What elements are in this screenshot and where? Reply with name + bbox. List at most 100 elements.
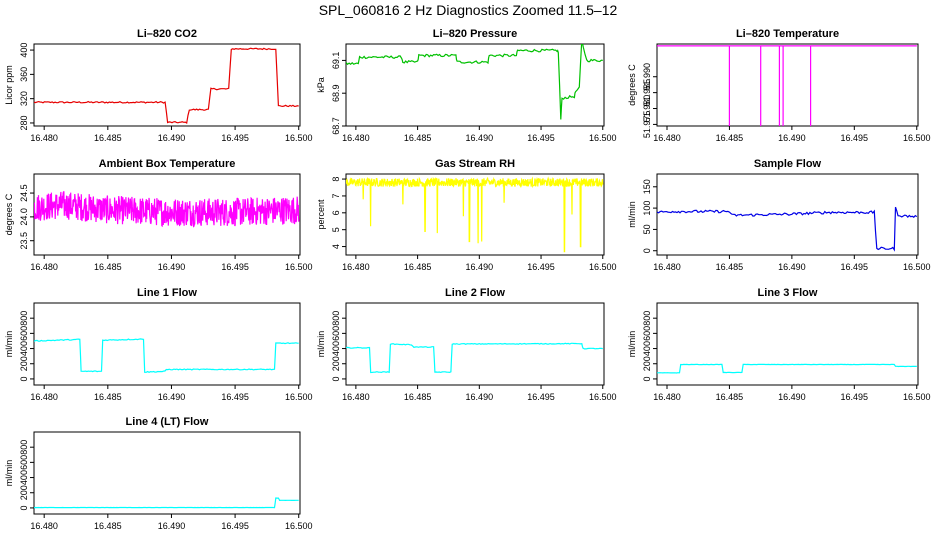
- x-tick-label: 16.500: [285, 392, 313, 402]
- y-tick-label: 8: [331, 177, 341, 182]
- y-tick-label: 51.975: [642, 111, 652, 139]
- y-tick-label: 51.990: [642, 63, 652, 91]
- y-tick-label: 800: [331, 311, 341, 326]
- panel-title: Gas Stream RH: [435, 158, 515, 170]
- plot-frame: [33, 302, 301, 386]
- x-tick-label: 16.485: [404, 392, 432, 402]
- series-line: [346, 342, 603, 374]
- y-tick-label: 0: [642, 376, 652, 381]
- x-tick-label: 16.480: [342, 262, 370, 272]
- y-axis-label: Licor ppm: [4, 65, 14, 105]
- y-tick-label: 0: [19, 505, 29, 510]
- y-tick-label: 5: [331, 227, 341, 232]
- panel-title: Li–820 CO2: [137, 28, 197, 40]
- x-tick-label: 16.500: [903, 133, 931, 143]
- y-tick-label: 800: [642, 311, 652, 326]
- y-tick-label: 360: [19, 67, 29, 82]
- panel-7: Line 1 Flow 16.480 16.485 16.490 16.495 16.50…: [4, 287, 312, 402]
- y-axis-label: ml/min: [627, 331, 637, 358]
- y-tick-label: 51.985: [642, 79, 652, 107]
- x-tick-label: 16.495: [527, 133, 555, 143]
- y-tick-label: 400: [642, 341, 652, 356]
- y-axis-label: ml/min: [4, 331, 14, 358]
- series-line: [34, 191, 300, 228]
- x-tick-label: 16.500: [903, 262, 931, 272]
- plot-frame: [656, 302, 919, 386]
- y-tick-label: 600: [642, 326, 652, 341]
- x-tick-label: 16.485: [716, 262, 744, 272]
- x-tick-label: 16.500: [285, 133, 313, 143]
- y-tick-label: 24.0: [19, 208, 29, 226]
- x-tick-label: 16.480: [342, 392, 370, 402]
- x-tick-label: 16.485: [716, 392, 744, 402]
- y-axis-label: kPa: [316, 77, 326, 93]
- plot-frame: [656, 173, 919, 256]
- y-axis-label: ml/min: [316, 331, 326, 358]
- x-tick-label: 16.490: [778, 133, 806, 143]
- y-axis-label: degrees C: [4, 193, 14, 235]
- x-tick-label: 16.495: [841, 262, 869, 272]
- panel-9: Line 3 Flow 16.480 16.485 16.490 16.495 16.50…: [627, 287, 931, 402]
- y-tick-label: 0: [19, 376, 29, 381]
- y-tick-label: 400: [331, 341, 341, 356]
- panel-title: Line 1 Flow: [137, 287, 197, 299]
- y-tick-label: 68.7: [331, 117, 341, 135]
- y-axis-label: percent: [316, 199, 326, 230]
- plot-frame: [345, 302, 605, 386]
- y-tick-label: 600: [19, 455, 29, 470]
- x-tick-label: 16.485: [716, 133, 744, 143]
- y-tick-label: 200: [19, 356, 29, 371]
- x-tick-label: 16.485: [404, 133, 432, 143]
- x-tick-label: 16.500: [903, 392, 931, 402]
- y-tick-label: 320: [19, 91, 29, 106]
- x-tick-label: 16.490: [158, 392, 186, 402]
- y-tick-label: 800: [19, 440, 29, 455]
- x-tick-label: 16.480: [30, 521, 58, 531]
- x-tick-label: 16.495: [221, 392, 249, 402]
- plot-frame: [33, 173, 301, 256]
- panel-4: Ambient Box Temperature 16.480 16.485 16.49…: [4, 158, 312, 272]
- x-tick-label: 16.495: [527, 392, 555, 402]
- y-tick-label: 400: [19, 341, 29, 356]
- x-tick-label: 16.480: [30, 262, 58, 272]
- x-tick-label: 16.495: [841, 133, 869, 143]
- panel-title: Line 4 (LT) Flow: [126, 416, 209, 428]
- y-tick-label: 68.9: [331, 84, 341, 102]
- y-tick-label: 69.1: [331, 52, 341, 70]
- x-tick-label: 16.490: [466, 392, 494, 402]
- x-tick-label: 16.495: [527, 262, 555, 272]
- x-tick-label: 16.500: [285, 262, 313, 272]
- panel-10: Line 4 (LT) Flow 16.480 16.485 16.490 16.495…: [4, 416, 312, 531]
- series-line: [346, 44, 603, 120]
- y-tick-label: 51.980: [642, 95, 652, 123]
- x-tick-label: 16.480: [653, 392, 681, 402]
- y-axis-label: ml/min: [627, 201, 637, 228]
- figure-title: SPL_060816 2 Hz Diagnostics Zoomed 11.5–…: [318, 2, 618, 18]
- y-tick-label: 150: [642, 179, 652, 194]
- x-tick-label: 16.495: [221, 521, 249, 531]
- x-tick-label: 16.490: [158, 521, 186, 531]
- plot-frame: [33, 431, 301, 515]
- x-tick-label: 16.480: [30, 392, 58, 402]
- panel-title: Ambient Box Temperature: [99, 158, 236, 170]
- y-tick-label: 7: [331, 193, 341, 198]
- panel-title: Li–820 Pressure: [433, 28, 517, 40]
- y-axis-label: degrees C: [627, 64, 637, 106]
- y-tick-label: 200: [331, 356, 341, 371]
- plot-frame: [345, 173, 605, 256]
- x-tick-label: 16.500: [589, 262, 617, 272]
- y-tick-label: 50: [642, 224, 652, 234]
- panel-8: Line 2 Flow 16.480 16.485 16.490 16.495 16.50…: [316, 287, 617, 402]
- plot-frame: [656, 43, 919, 127]
- x-tick-label: 16.490: [778, 392, 806, 402]
- series-line: [34, 497, 299, 509]
- y-tick-label: 0: [642, 248, 652, 253]
- x-tick-label: 16.490: [466, 262, 494, 272]
- x-tick-label: 16.490: [158, 262, 186, 272]
- y-tick-label: 0: [331, 376, 341, 381]
- series-line: [34, 338, 299, 373]
- y-axis-label: ml/min: [4, 460, 14, 487]
- series-line: [657, 45, 917, 126]
- x-tick-label: 16.480: [653, 262, 681, 272]
